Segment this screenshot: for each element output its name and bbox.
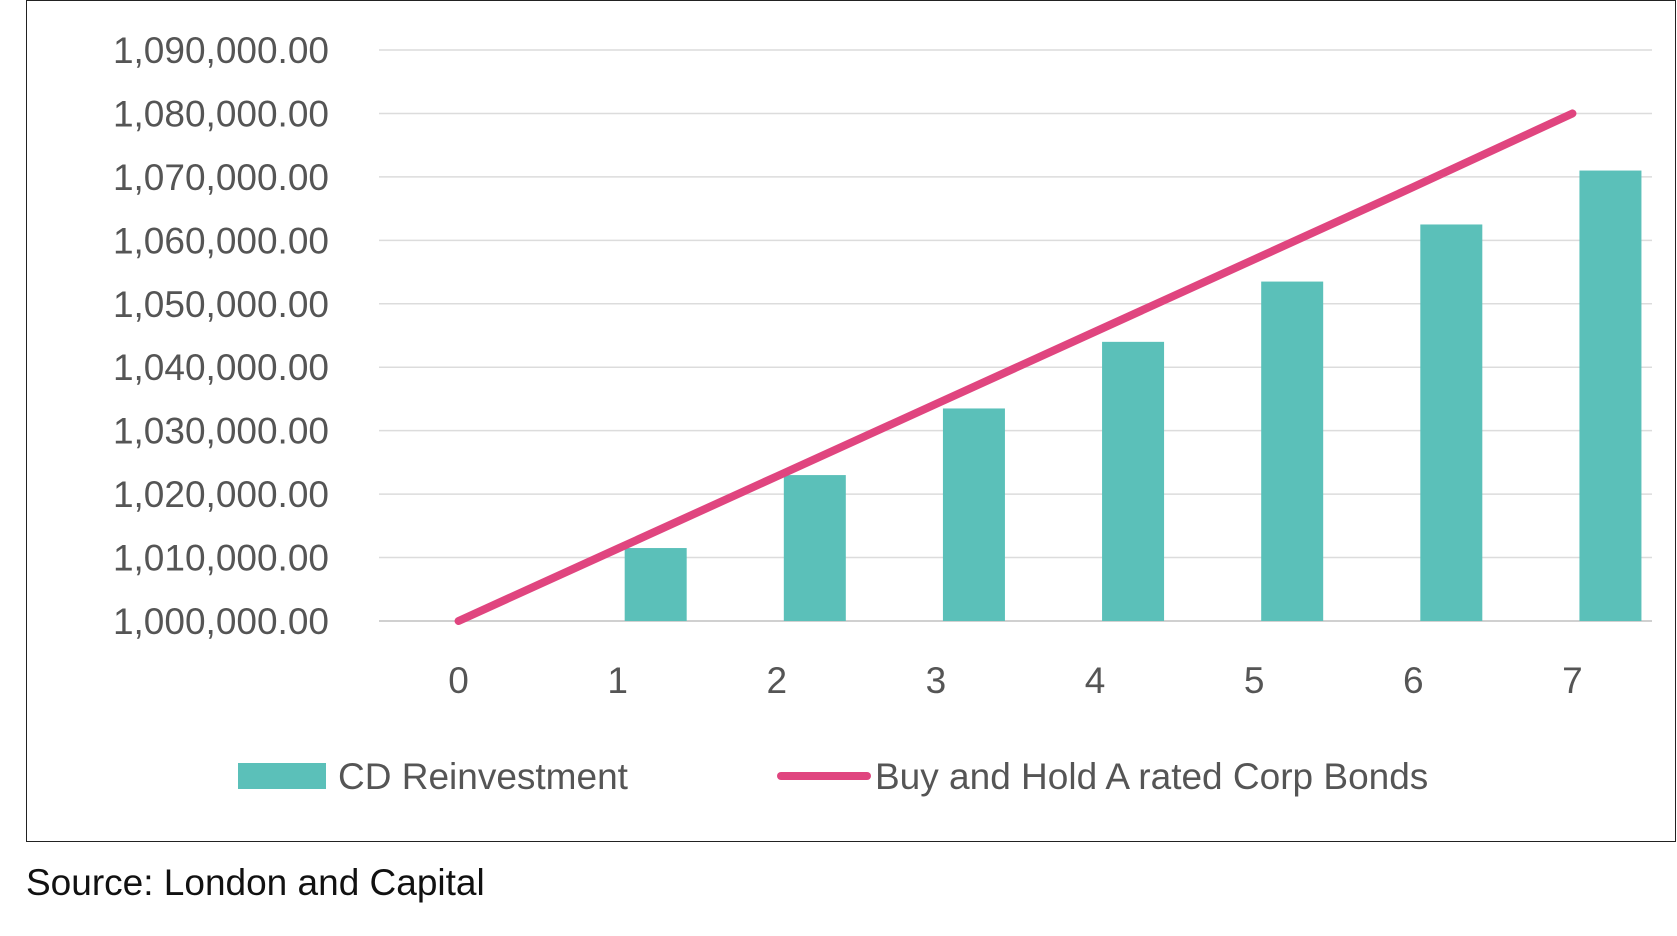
bar-cd-reinvestment-1 [624, 548, 687, 621]
x-tick-label: 1 [607, 660, 628, 701]
x-tick-label: 2 [767, 660, 788, 701]
x-tick-label: 0 [448, 660, 469, 701]
x-tick-label: 5 [1244, 660, 1265, 701]
y-tick-label: 1,010,000.00 [113, 538, 329, 579]
bar-cd-reinvestment-2 [783, 475, 846, 621]
chart-frame: 1,000,000.00 1,010,000.00 1,020,000.00 1,03… [26, 0, 1676, 842]
x-axis-tick-labels: 0 1 2 3 4 5 6 7 [448, 660, 1582, 701]
x-tick-label: 7 [1562, 660, 1583, 701]
x-tick-label: 6 [1403, 660, 1424, 701]
bar-cd-reinvestment-7 [1579, 170, 1642, 622]
chart-svg: 1,000,000.00 1,010,000.00 1,020,000.00 1,03… [113, 30, 1652, 797]
bar-cd-reinvestment-4 [1102, 341, 1165, 621]
y-tick-label: 1,020,000.00 [113, 474, 329, 515]
y-tick-label: 1,070,000.00 [113, 157, 329, 198]
bar-series [624, 170, 1642, 622]
y-tick-label: 1,040,000.00 [113, 347, 329, 388]
y-tick-label: 1,000,000.00 [113, 601, 329, 642]
y-tick-label: 1,090,000.00 [113, 30, 329, 71]
line-series [454, 109, 1577, 625]
x-tick-label: 3 [926, 660, 947, 701]
legend-label-cd-reinvestment: CD Reinvestment [338, 756, 629, 797]
y-axis-tick-labels: 1,000,000.00 1,010,000.00 1,020,000.00 1,03… [113, 30, 329, 642]
bar-cd-reinvestment-6 [1420, 224, 1483, 621]
source-note: Source: London and Capital [26, 862, 485, 903]
y-tick-label: 1,050,000.00 [113, 284, 329, 325]
bar-cd-reinvestment-3 [942, 408, 1005, 621]
legend-label-buy-and-hold: Buy and Hold A rated Corp Bonds [875, 756, 1428, 797]
bar-cd-reinvestment-5 [1261, 281, 1324, 621]
y-tick-label: 1,080,000.00 [113, 93, 329, 134]
line-buy-and-hold [454, 109, 1577, 625]
y-tick-label: 1,060,000.00 [113, 220, 329, 261]
y-tick-label: 1,030,000.00 [113, 411, 329, 452]
legend-swatch-cd-reinvestment [238, 763, 326, 789]
legend: CD Reinvestment Buy and Hold A rated Cor… [238, 756, 1428, 797]
x-tick-label: 4 [1085, 660, 1106, 701]
